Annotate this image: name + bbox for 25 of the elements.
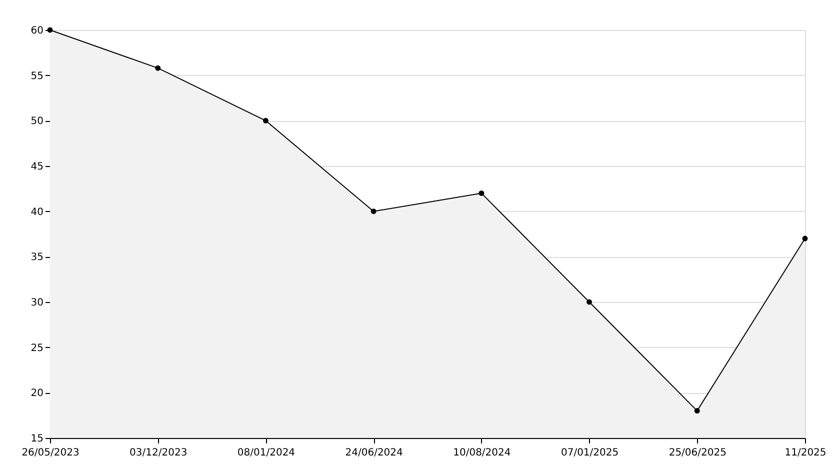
y-tick-label: 25 [30,342,44,354]
y-tick-label: 35 [30,252,44,264]
x-tick-label: 08/01/2024 [237,448,296,458]
x-tick-label: 24/06/2024 [345,448,403,458]
point [370,208,376,214]
x-tick-label: 07/01/2025 [560,448,619,458]
x-tick-label: 11/2025 [784,448,826,458]
x-tick-label: 03/12/2023 [130,448,188,458]
y-tick-label: 30 [30,298,44,308]
point [478,190,484,196]
y-tick-label: 20 [30,388,44,400]
point [802,236,808,242]
x-tick-label: 26/05/2023 [22,448,80,458]
y-tick-label: 50 [30,116,44,128]
point [155,65,161,71]
y-tick-label: 15 [30,434,44,444]
point [586,299,592,305]
y-tick-label: 55 [30,70,44,82]
x-tick-label: 10/08/2024 [453,448,511,458]
y-tick-label: 60 [30,26,44,36]
point [694,408,700,414]
y-tick-label: 40 [30,206,44,218]
x-tick-label: 25/06/2025 [668,448,726,458]
y-tick-label: 45 [30,162,44,172]
point [262,118,268,124]
